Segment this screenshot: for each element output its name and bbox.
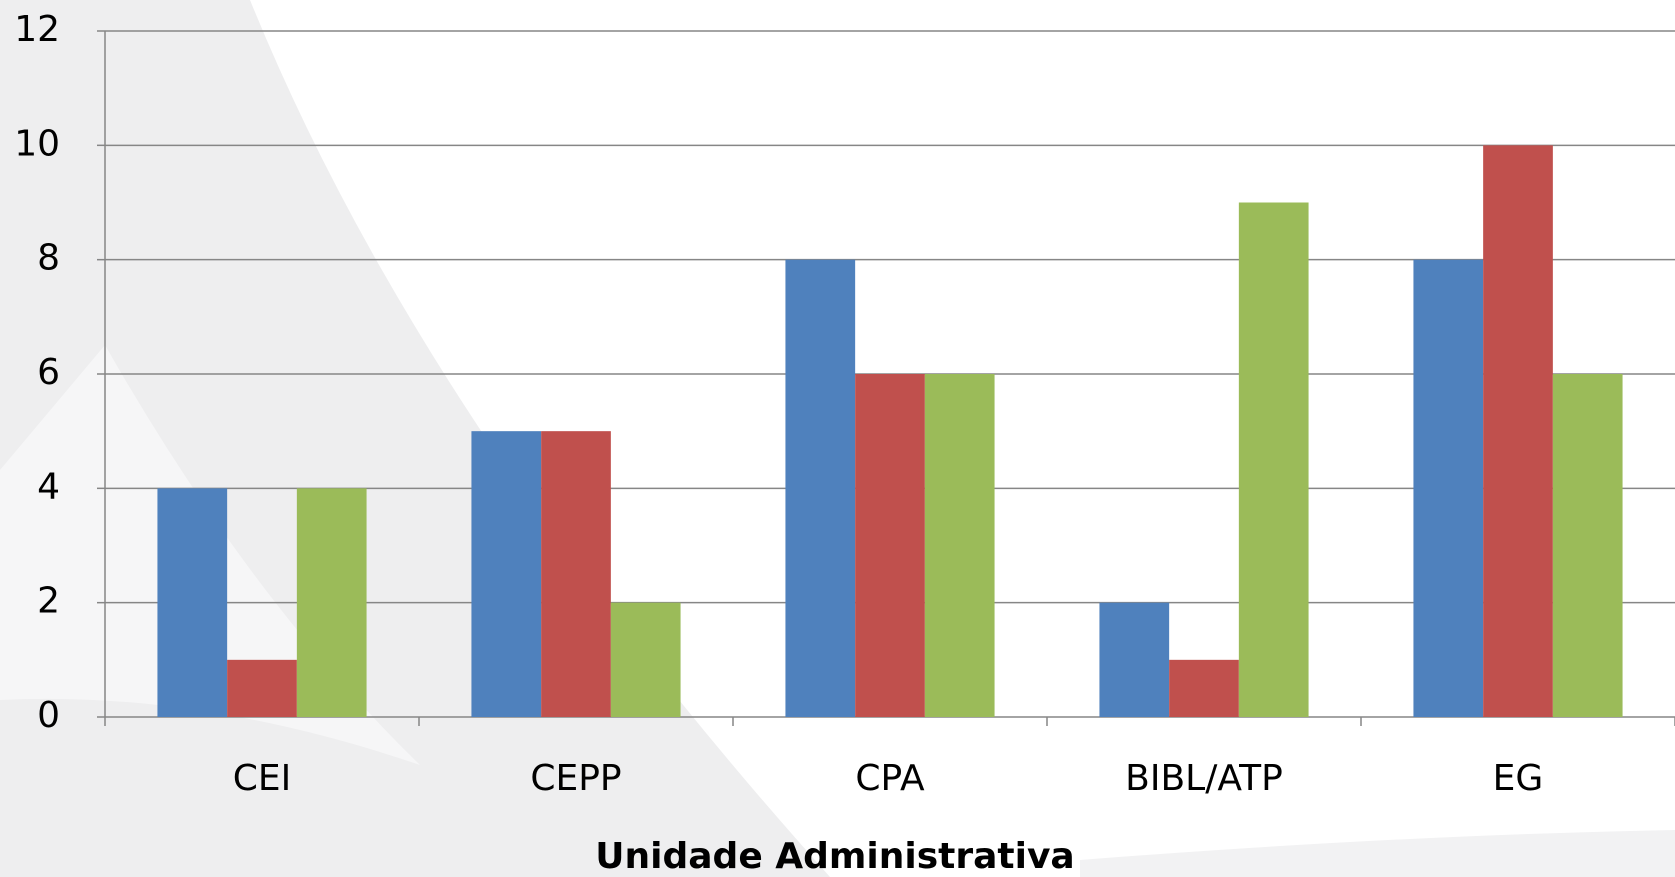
bar bbox=[924, 374, 995, 717]
x-tick-label: BIBL/ATP bbox=[1125, 758, 1283, 799]
bar bbox=[227, 659, 297, 717]
y-tick-label: 10 bbox=[14, 123, 60, 164]
bar bbox=[785, 259, 856, 717]
x-axis-title: Unidade Administrativa bbox=[595, 836, 1074, 877]
bar bbox=[471, 431, 542, 717]
bar bbox=[1483, 145, 1553, 718]
bar bbox=[855, 374, 925, 717]
y-tick-label: 4 bbox=[37, 466, 60, 507]
y-tick-label: 0 bbox=[37, 695, 60, 736]
x-tick-label: CEPP bbox=[530, 758, 621, 799]
y-tick-label: 2 bbox=[37, 581, 60, 622]
x-tick-label: EG bbox=[1493, 758, 1544, 799]
bar bbox=[296, 488, 367, 717]
bar bbox=[1413, 259, 1484, 717]
bar bbox=[1169, 659, 1239, 717]
x-tick-label: CPA bbox=[855, 758, 925, 799]
bar bbox=[541, 431, 611, 717]
bar bbox=[1238, 202, 1309, 717]
y-tick-label: 8 bbox=[37, 238, 60, 279]
bar bbox=[1552, 374, 1623, 717]
bar bbox=[157, 488, 228, 717]
bar bbox=[1099, 602, 1170, 717]
y-tick-label: 12 bbox=[14, 9, 60, 50]
y-tick-label: 6 bbox=[37, 352, 60, 393]
x-tick-label: CEI bbox=[233, 758, 292, 799]
bar bbox=[610, 602, 681, 717]
